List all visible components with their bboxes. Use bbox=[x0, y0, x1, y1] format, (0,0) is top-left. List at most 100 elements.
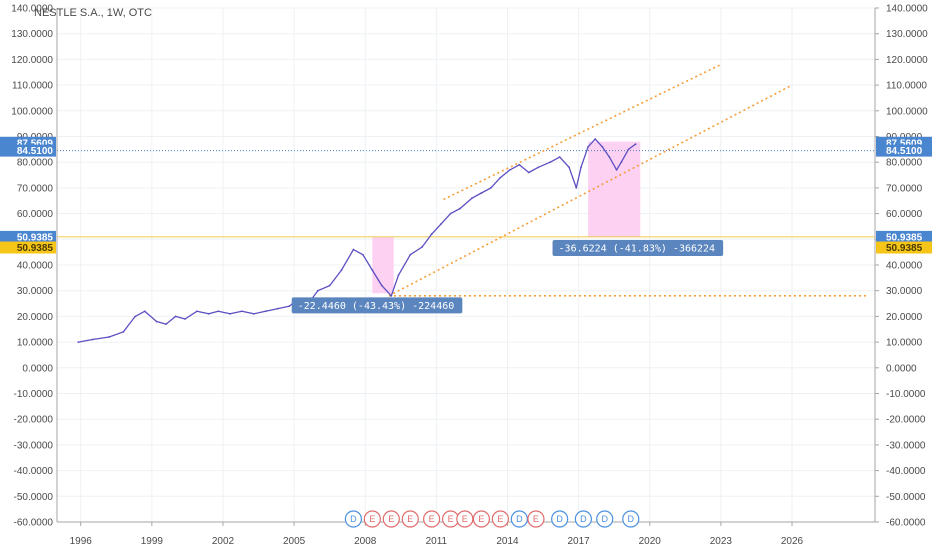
price-point bbox=[134, 315, 137, 318]
y-tick-label-left: 80.0000 bbox=[17, 158, 54, 169]
x-tick-label: 2005 bbox=[283, 536, 306, 547]
price-point bbox=[620, 161, 623, 164]
price-point bbox=[409, 253, 412, 256]
price-point bbox=[352, 248, 355, 251]
y-tick-label-left: 40.0000 bbox=[17, 261, 54, 272]
price-point bbox=[440, 222, 443, 225]
y-tick-label-left: 110.0000 bbox=[12, 81, 53, 92]
price-point bbox=[518, 163, 521, 166]
y-tick-label-right: 130.0000 bbox=[886, 29, 928, 40]
price-point bbox=[575, 187, 578, 189]
x-tick-label: 1999 bbox=[141, 536, 164, 547]
price-point bbox=[361, 253, 364, 256]
earnings-marker bbox=[472, 510, 491, 528]
dividend-marker bbox=[574, 510, 592, 528]
x-tick-label: 2026 bbox=[781, 536, 804, 547]
x-tick-label: 1996 bbox=[70, 536, 93, 547]
price-point bbox=[252, 312, 255, 315]
price-point bbox=[380, 284, 383, 287]
price-tag-label: 50.9385 bbox=[17, 232, 54, 243]
y-tick-label-left: -20.0000 bbox=[14, 415, 54, 426]
highlight-zone bbox=[588, 141, 641, 237]
earnings-marker bbox=[491, 510, 509, 528]
trend-lines bbox=[388, 63, 868, 297]
price-point bbox=[207, 312, 210, 315]
y-tick-label-left: -30.0000 bbox=[14, 440, 54, 451]
dividend-marker-label: D bbox=[580, 514, 587, 524]
y-tick-label-right: -10.0000 bbox=[886, 389, 926, 400]
measure-annotation-box bbox=[291, 297, 463, 314]
price-tag-label: 50.9385 bbox=[886, 232, 923, 243]
price-point bbox=[241, 310, 243, 313]
price-point bbox=[91, 338, 94, 341]
price-tag-label: 87.5609 bbox=[886, 138, 923, 149]
dividend-marker-label: D bbox=[556, 514, 563, 524]
price-point bbox=[499, 176, 502, 179]
x-tick-label: 2020 bbox=[639, 536, 662, 547]
price-point bbox=[371, 269, 374, 272]
earnings-marker-label: E bbox=[497, 514, 503, 524]
y-tick-label-right: 140.0000 bbox=[886, 4, 928, 15]
price-point bbox=[615, 169, 618, 171]
dividend-marker-label: D bbox=[601, 514, 608, 524]
y-tick-label-right: 0.0000 bbox=[886, 363, 917, 374]
x-tick-label: 2008 bbox=[354, 536, 377, 547]
price-point bbox=[480, 192, 483, 194]
trend-line bbox=[388, 84, 793, 297]
y-tick-label-right: 30.0000 bbox=[886, 286, 923, 297]
trend-line bbox=[443, 63, 722, 201]
price-point bbox=[276, 307, 279, 310]
price-point bbox=[397, 274, 400, 277]
y-tick-label-right: -20.0000 bbox=[886, 415, 926, 426]
y-tick-label-left: 70.0000 bbox=[17, 183, 54, 194]
price-point bbox=[165, 323, 167, 326]
x-tick-label: 2017 bbox=[567, 536, 590, 547]
y-tick-label-right: -40.0000 bbox=[886, 466, 926, 477]
y-tick-label-left: 100.0000 bbox=[11, 106, 53, 117]
price-tag-label: 50.9385 bbox=[17, 243, 54, 254]
price-point bbox=[449, 212, 452, 215]
price-point bbox=[489, 187, 492, 189]
price-tag-left bbox=[0, 230, 56, 243]
x-tick-label: 2002 bbox=[212, 536, 235, 547]
price-point bbox=[195, 310, 198, 313]
x-tick-label: 2011 bbox=[426, 536, 448, 547]
y-tick-label-right: 110.0000 bbox=[886, 81, 927, 92]
earnings-marker bbox=[363, 510, 381, 528]
price-point bbox=[558, 156, 561, 158]
price-tag-label: 87.5609 bbox=[17, 138, 54, 149]
chart-title: NESTLE S.A., 1W, OTC bbox=[34, 7, 152, 19]
price-point bbox=[316, 289, 319, 292]
chart-grid bbox=[57, 7, 875, 523]
y-tick-label-right: 10.0000 bbox=[886, 338, 923, 349]
price-point bbox=[527, 171, 530, 174]
earnings-marker-label: E bbox=[407, 514, 413, 524]
highlight-zones bbox=[372, 141, 641, 294]
dividend-marker-label: D bbox=[350, 514, 357, 524]
y-tick-label-left: 120.0000 bbox=[11, 55, 53, 66]
horizontal-lines bbox=[57, 150, 875, 238]
price-point bbox=[471, 197, 473, 200]
dividend-marker bbox=[344, 510, 362, 528]
price-point bbox=[627, 148, 630, 151]
price-point bbox=[549, 161, 552, 164]
annotations: -22.4460 (-43.43%) -224460 -36.6224 (-41.… bbox=[291, 240, 724, 314]
y-tick-label-right: -30.0000 bbox=[886, 440, 926, 451]
earnings-marker-label: E bbox=[448, 514, 454, 524]
earnings-marker-label: E bbox=[388, 514, 394, 524]
price-point bbox=[108, 336, 111, 338]
y-tick-label-left: 140.0000 bbox=[11, 4, 53, 15]
y-tick-label-left: 130.0000 bbox=[11, 29, 53, 40]
price-tag-label: 84.5100 bbox=[17, 146, 54, 157]
price-point bbox=[184, 318, 186, 320]
price-tag-label: 84.5100 bbox=[886, 146, 923, 157]
price-point bbox=[634, 143, 637, 146]
price-point bbox=[608, 156, 611, 158]
price-point bbox=[421, 246, 424, 248]
price-point bbox=[328, 284, 331, 287]
price-point bbox=[580, 166, 582, 169]
price-tag-right bbox=[876, 144, 932, 157]
